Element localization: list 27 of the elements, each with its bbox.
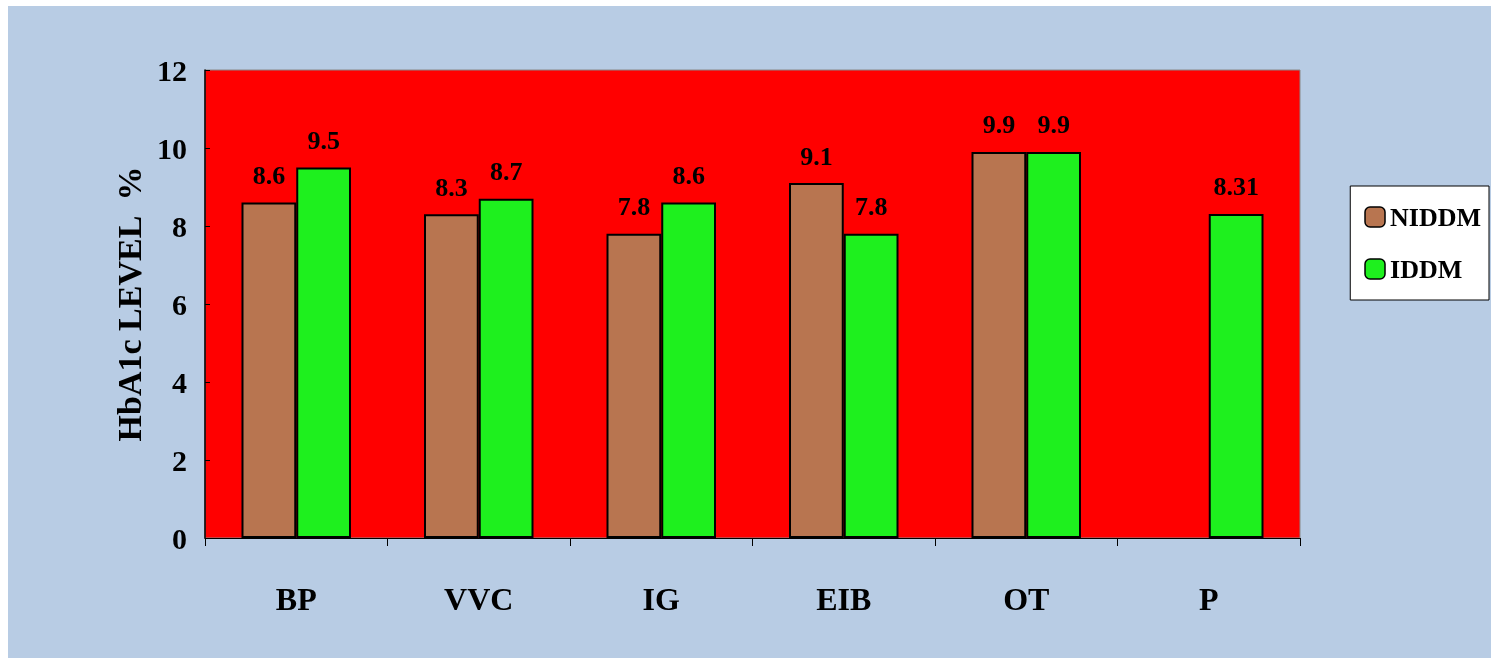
data-label: 7.8 — [617, 192, 651, 222]
y-tick-label: 6 — [172, 287, 187, 321]
legend-label: NIDDM — [1390, 202, 1482, 232]
x-tick-label: VVC — [444, 581, 514, 617]
data-label: 8.7 — [489, 157, 523, 187]
x-tick-label: P — [1198, 581, 1219, 617]
data-label: 8.6 — [252, 161, 286, 191]
data-label: 9.5 — [307, 126, 340, 155]
y-tick-label: 8 — [172, 209, 187, 243]
data-label: 7.8 — [854, 192, 888, 222]
x-tick-label: EIB — [816, 581, 872, 617]
y-tick-label: 4 — [172, 365, 187, 399]
y-tick-label: 12 — [157, 53, 187, 87]
data-label: 8.31 — [1213, 172, 1259, 202]
x-tick-label: IG — [642, 581, 681, 617]
y-tick-label: 0 — [172, 521, 187, 555]
x-tick-label: BP — [275, 581, 317, 617]
y-axis-title: HbA1c LEVEL % — [110, 166, 148, 442]
x-tick-label: OT — [1003, 581, 1050, 617]
data-label: 8.6 — [672, 161, 705, 191]
data-label: 9.9 — [982, 110, 1016, 140]
data-label: 9.9 — [1037, 110, 1070, 140]
data-label: 8.3 — [435, 172, 468, 202]
y-tick-label: 10 — [157, 131, 187, 165]
y-tick-label: 2 — [172, 443, 187, 477]
legend-label: IDDM — [1390, 254, 1463, 284]
data-label: 9.1 — [800, 141, 833, 171]
